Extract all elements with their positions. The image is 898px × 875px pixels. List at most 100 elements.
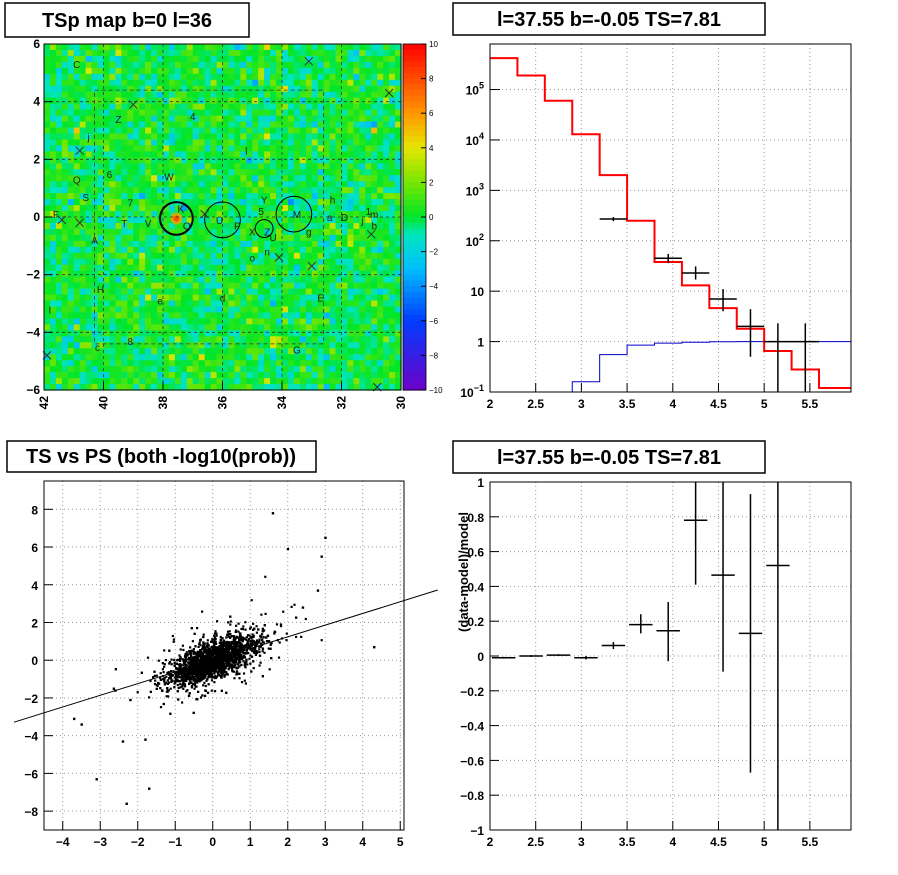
source-label: Q [73, 176, 81, 187]
heatmap-cell [55, 115, 63, 123]
heatmap-cell [299, 115, 307, 123]
heatmap-cell [121, 270, 128, 278]
heatmap-cell [168, 258, 176, 266]
heatmap-cell [97, 288, 105, 296]
heatmap-cell [180, 252, 188, 260]
heatmap-cell [109, 222, 116, 230]
heatmap-cell [317, 306, 325, 314]
heatmap-cell [252, 67, 259, 75]
heatmap-cell [299, 169, 307, 176]
heatmap-cell [240, 163, 247, 170]
heatmap-cell [61, 44, 69, 51]
heatmap-cell [115, 103, 122, 111]
heatmap-cell [240, 205, 247, 212]
heatmap-cell [79, 49, 87, 57]
heatmap-cell [258, 205, 265, 212]
heatmap-cell [127, 246, 134, 254]
heatmap-cell [204, 366, 212, 373]
heatmap-cell [163, 366, 170, 373]
heatmap-cell [383, 79, 390, 87]
heatmap-cell [240, 121, 247, 129]
heatmap-cell [299, 318, 307, 325]
colorbar-segment [403, 107, 426, 114]
heatmap-cell [311, 240, 319, 248]
heatmap-cell [389, 252, 396, 260]
heatmap-cell [186, 378, 194, 385]
heatmap-cell [55, 228, 63, 236]
heatmap-cell [234, 169, 241, 176]
heatmap-cell [180, 366, 188, 373]
heatmap-cell [85, 258, 93, 266]
heatmap-cell [216, 252, 224, 260]
heatmap-cell [240, 234, 247, 242]
heatmap-cell [121, 127, 128, 135]
heatmap-cell [210, 240, 218, 248]
heatmap-cell [97, 211, 105, 218]
heatmap-cell [151, 49, 158, 57]
heatmap-cell [359, 264, 366, 272]
heatmap-cell [198, 85, 206, 93]
heatmap-cell [186, 276, 194, 284]
heatmap-cell [61, 139, 69, 147]
heatmap-cell [323, 240, 331, 248]
heatmap-cell [353, 312, 360, 320]
heatmap-cell [389, 366, 396, 373]
heatmap-cell [329, 211, 337, 218]
heatmap-cell [258, 199, 265, 206]
heatmap-cell [335, 360, 343, 367]
heatmap-cell [293, 324, 301, 331]
heatmap-cell [299, 151, 307, 158]
heatmap-cell [115, 240, 122, 248]
heatmap-cell [299, 181, 307, 188]
heatmap-cell [299, 145, 307, 152]
heatmap-cell [186, 336, 194, 343]
heatmap-cell [293, 73, 301, 81]
heatmap-cell [151, 139, 158, 147]
heatmap-cell [198, 97, 206, 105]
heatmap-cell [67, 55, 75, 63]
heatmap-cell [389, 73, 396, 81]
heatmap-cell [240, 181, 247, 188]
heatmap-cell [246, 228, 253, 236]
heatmap-cell [61, 205, 69, 212]
heatmap-cell [109, 360, 116, 367]
heatmap-cell [139, 127, 146, 135]
heatmap-cell [216, 121, 224, 129]
heatmap-cell [174, 372, 182, 379]
heatmap-cell [103, 193, 111, 200]
heatmap-cell [252, 133, 259, 141]
heatmap-cell [85, 109, 93, 117]
heatmap-cell [168, 282, 176, 290]
heatmap-cell [329, 378, 337, 385]
heatmap-cell [157, 109, 164, 117]
x-tick-label: 4.5 [710, 397, 727, 411]
scatter-point [240, 627, 243, 630]
heatmap-cell [365, 163, 372, 170]
heatmap-cell [163, 258, 170, 266]
heatmap-cell [395, 97, 402, 105]
heatmap-cell [293, 366, 301, 373]
heatmap-cell [151, 312, 158, 320]
heatmap-cell [198, 222, 206, 230]
heatmap-cell [44, 228, 51, 236]
heatmap-cell [163, 240, 170, 248]
heatmap-cell [103, 312, 111, 320]
heatmap-cell [67, 133, 75, 141]
heatmap-cell [115, 234, 122, 242]
heatmap-cell [44, 366, 51, 373]
heatmap-cell [264, 199, 271, 206]
heatmap-cell [133, 55, 140, 63]
heatmap-cell [168, 330, 176, 337]
heatmap-cell [341, 199, 349, 206]
heatmap-cell [240, 348, 247, 355]
heatmap-cell [299, 127, 307, 135]
colorbar-segment [403, 176, 426, 183]
heatmap-cell [121, 348, 128, 355]
heatmap-cell [44, 234, 51, 242]
heatmap-cell [163, 73, 170, 81]
heatmap-cell [192, 354, 200, 361]
heatmap-cell [73, 151, 81, 158]
heatmap-cell [109, 44, 116, 51]
heatmap-cell [234, 55, 241, 63]
heatmap-cell [85, 157, 93, 164]
